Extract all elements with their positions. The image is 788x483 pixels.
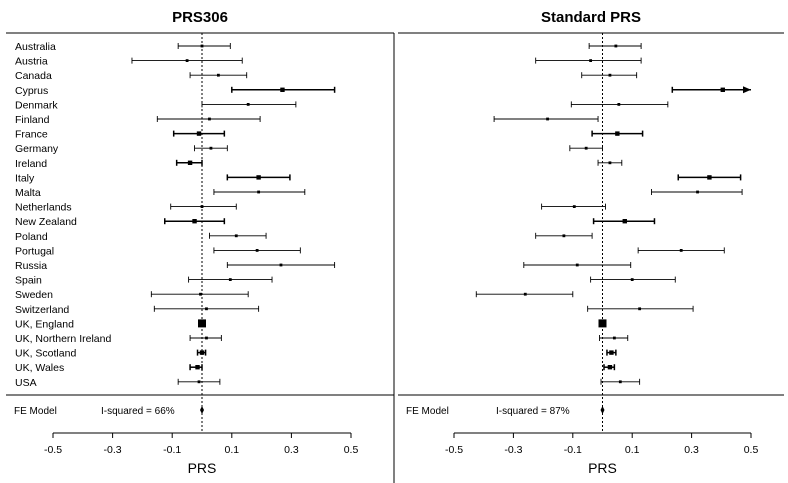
- point-estimate: [195, 365, 200, 370]
- x-tick-label: -0.1: [163, 444, 181, 456]
- point-estimate: [608, 161, 612, 165]
- row-label: Canada: [15, 70, 52, 82]
- x-axis-label: PRS: [188, 460, 217, 476]
- point-estimate: [638, 307, 642, 311]
- heterogeneity-label: I-squared = 66%: [101, 406, 175, 417]
- point-estimate: [234, 234, 238, 238]
- row-label: Russia: [15, 260, 47, 272]
- point-estimate: [612, 336, 616, 340]
- point-estimate: [618, 380, 622, 384]
- point-estimate: [575, 263, 579, 267]
- point-estimate: [216, 73, 220, 77]
- point-estimate: [200, 205, 204, 208]
- fe-model-label: FE Model: [14, 406, 57, 417]
- row-label: UK, Wales: [15, 362, 64, 374]
- point-estimate: [546, 117, 549, 121]
- x-tick-label: -0.3: [104, 444, 122, 456]
- point-estimate: [707, 175, 712, 180]
- x-axis-label: PRS: [588, 460, 617, 476]
- point-estimate: [630, 278, 634, 281]
- panel-title: Standard PRS: [541, 9, 641, 26]
- point-estimate: [205, 307, 208, 311]
- point-estimate: [199, 292, 202, 296]
- x-tick-label: 0.3: [684, 444, 699, 456]
- row-label: Switzerland: [15, 304, 69, 316]
- row-label: UK, Northern Ireland: [15, 333, 111, 345]
- point-estimate: [185, 59, 189, 62]
- row-label: Sweden: [15, 289, 53, 301]
- row-label: Netherlands: [15, 202, 72, 214]
- row-label: Finland: [15, 114, 50, 126]
- point-estimate: [246, 103, 250, 106]
- point-estimate: [199, 350, 205, 355]
- row-label: Australia: [15, 41, 56, 53]
- point-estimate: [523, 292, 527, 296]
- point-estimate: [256, 175, 261, 180]
- point-estimate: [617, 103, 621, 106]
- row-label: Portugal: [15, 245, 54, 257]
- x-tick-label: -0.5: [445, 444, 463, 456]
- point-estimate: [609, 350, 614, 355]
- point-estimate: [192, 219, 197, 224]
- fe-diamond: [600, 406, 605, 414]
- row-label: UK, Scotland: [15, 348, 76, 360]
- point-estimate: [205, 336, 208, 340]
- x-tick-label: 0.3: [284, 444, 299, 456]
- point-estimate: [562, 234, 566, 238]
- point-estimate: [257, 190, 261, 194]
- row-label: Denmark: [15, 99, 58, 111]
- panel-1: PRS306 Australia Austria Canada Cyprus Denmar…: [6, 9, 395, 483]
- point-estimate: [615, 131, 620, 136]
- ci-arrow: [743, 86, 751, 94]
- point-estimate: [279, 263, 283, 267]
- row-label: USA: [15, 377, 37, 389]
- point-estimate: [720, 87, 725, 92]
- row-label: France: [15, 129, 48, 141]
- point-estimate: [228, 278, 232, 281]
- heterogeneity-label: I-squared = 87%: [496, 406, 570, 417]
- row-label: Spain: [15, 275, 42, 287]
- point-estimate: [614, 44, 618, 48]
- row-label: New Zealand: [15, 216, 77, 228]
- x-tick-label: 0.1: [224, 444, 239, 456]
- point-estimate: [187, 160, 193, 165]
- panel-2: Standard PRS FE Model I-squared = 87% -0.5 -…: [398, 9, 784, 476]
- point-estimate: [622, 219, 627, 224]
- point-estimate: [196, 131, 202, 136]
- x-tick-label: -0.5: [44, 444, 62, 456]
- point-estimate: [572, 205, 576, 208]
- fe-model-label: FE Model: [406, 406, 449, 417]
- point-estimate: [608, 73, 612, 77]
- point-estimate: [200, 44, 204, 48]
- point-estimate: [679, 249, 683, 252]
- x-tick-label: 0.5: [744, 444, 759, 456]
- row-label: Malta: [15, 187, 41, 199]
- x-tick-label: -0.1: [564, 444, 582, 456]
- x-tick-label: 0.5: [344, 444, 359, 456]
- point-estimate: [607, 365, 613, 370]
- point-estimate: [198, 319, 206, 328]
- point-estimate: [209, 146, 213, 150]
- row-label: Germany: [15, 143, 59, 155]
- point-estimate: [280, 87, 285, 92]
- row-label: UK, England: [15, 318, 74, 330]
- point-estimate: [208, 117, 211, 121]
- row-label: Austria: [15, 56, 48, 68]
- row-label: Cyprus: [15, 85, 48, 97]
- x-tick-label: 0.1: [625, 444, 640, 456]
- point-estimate: [197, 380, 201, 384]
- panel-title: PRS306: [172, 9, 228, 26]
- row-label: Ireland: [15, 158, 47, 170]
- point-estimate: [589, 59, 593, 62]
- point-estimate: [584, 146, 588, 150]
- fe-diamond: [200, 406, 204, 414]
- row-label: Poland: [15, 231, 48, 243]
- x-tick-label: -0.3: [504, 444, 522, 456]
- point-estimate: [255, 249, 259, 252]
- point-estimate: [598, 319, 607, 328]
- row-label: Italy: [15, 172, 35, 184]
- point-estimate: [696, 190, 699, 194]
